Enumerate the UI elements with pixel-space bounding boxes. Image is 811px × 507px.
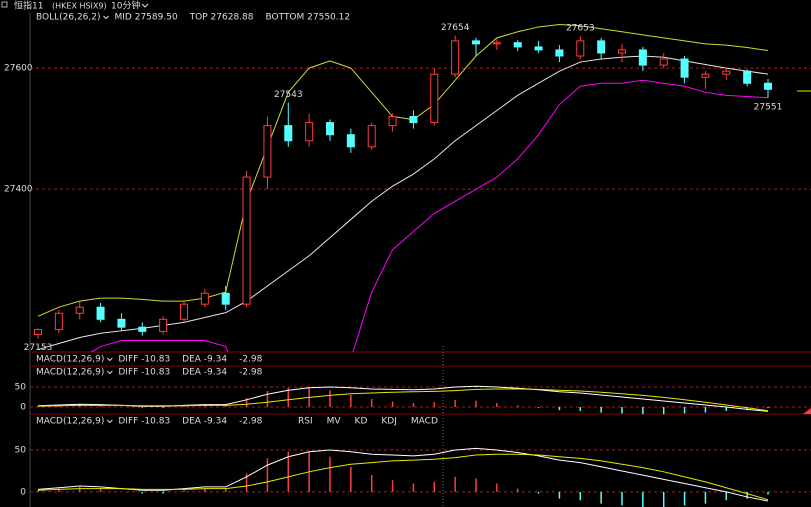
bollinger-line — [90, 79, 769, 352]
period[interactable]: 10分钟 — [111, 0, 140, 12]
indicator-tab[interactable]: RSI — [298, 417, 313, 427]
candle-body — [764, 82, 772, 90]
extreme-label: 27653 — [566, 24, 595, 34]
candle-body — [618, 49, 626, 54]
indicator-tab[interactable]: MV — [327, 417, 342, 427]
corner-marker — [803, 408, 811, 414]
dea-line — [37, 453, 769, 501]
legend-item: DEA -9.34 — [182, 355, 227, 365]
candle-body — [367, 125, 376, 148]
extreme-label: 27551 — [754, 102, 783, 112]
diff-line — [37, 447, 769, 502]
candle-body — [75, 306, 84, 314]
candle-body — [221, 292, 230, 305]
candle-body — [409, 116, 418, 124]
legend-item: -2.98 — [239, 417, 263, 427]
candle-body — [680, 58, 689, 78]
candle-body — [576, 40, 585, 57]
legend-item: DEA -9.34 — [182, 368, 227, 378]
legend-item: TOP 27628.88 — [189, 13, 254, 23]
plot-area — [34, 24, 772, 352]
candle-body — [346, 134, 355, 148]
dropdown-arrow[interactable] — [141, 3, 149, 8]
bollinger-line — [37, 24, 769, 317]
candle-body — [34, 329, 42, 335]
candle-body — [117, 318, 126, 328]
y-tick-label: 0 — [20, 487, 26, 497]
candle-body — [305, 122, 314, 142]
candle-body — [284, 125, 293, 142]
instrument-title[interactable]: 恒指11 — [14, 0, 43, 12]
candle-body — [200, 292, 209, 305]
dea-line — [37, 388, 769, 412]
instrument-symbol: (HKEX HSIX9) — [52, 2, 107, 11]
candle-body — [451, 40, 460, 75]
legend-item: BOTTOM 27550.12 — [266, 13, 351, 23]
candle-body — [96, 306, 105, 320]
candle-body — [54, 312, 63, 331]
candle-body — [701, 73, 710, 78]
legend-item: MACD(12,26,9) — [36, 417, 104, 427]
candle-body — [597, 40, 606, 54]
legend-arrow — [107, 419, 113, 424]
legend-arrow — [103, 15, 109, 20]
legend-item: MACD(12,26,9) — [36, 355, 104, 365]
candle-body — [180, 303, 188, 320]
candle-body — [472, 40, 480, 45]
candle-body — [638, 49, 647, 66]
legend-item: -2.98 — [239, 355, 263, 365]
indicator-tab[interactable]: KD — [355, 417, 368, 427]
candle-body — [555, 49, 564, 57]
candle-body — [263, 125, 272, 178]
legend-arrow — [107, 370, 113, 375]
candle-body — [513, 42, 522, 48]
y-tick-label: 50 — [15, 446, 27, 456]
menu-icon[interactable] — [1, 1, 8, 8]
extreme-label: 27654 — [441, 23, 470, 33]
indicator-tab[interactable]: KDJ — [381, 417, 397, 427]
candle-body — [326, 122, 334, 136]
legend-item: DIFF -10.83 — [118, 417, 170, 427]
extreme-label: 27543 — [274, 90, 303, 100]
candle-body — [242, 176, 251, 305]
candle-body — [492, 42, 501, 45]
legend-item: BOLL(26,26,2) — [36, 13, 101, 23]
candle-body — [430, 73, 439, 124]
legend-item: DIFF -10.83 — [118, 355, 170, 365]
candle-body — [722, 70, 731, 75]
legend-item: MACD(12,26,9) — [36, 368, 104, 378]
legend-item: DEA -9.34 — [182, 417, 227, 427]
candle-body — [743, 70, 752, 84]
candle-body — [138, 326, 147, 332]
candle-body — [159, 318, 168, 332]
extreme-label: 27153 — [24, 343, 53, 353]
legend-arrow — [107, 357, 113, 362]
y-tick-label: 27600 — [4, 64, 33, 74]
legend-item: DIFF -10.83 — [118, 368, 170, 378]
legend-item: -2.98 — [239, 368, 263, 378]
indicator-tab[interactable]: MACD — [411, 417, 438, 427]
candle-body — [534, 46, 543, 51]
y-tick-label: 50 — [15, 383, 27, 393]
candle-body — [388, 116, 397, 127]
candle-body — [659, 58, 668, 66]
y-tick-label: 0 — [20, 403, 26, 413]
legend-item: MID 27589.50 — [115, 13, 178, 23]
y-tick-label: 27400 — [4, 185, 33, 195]
